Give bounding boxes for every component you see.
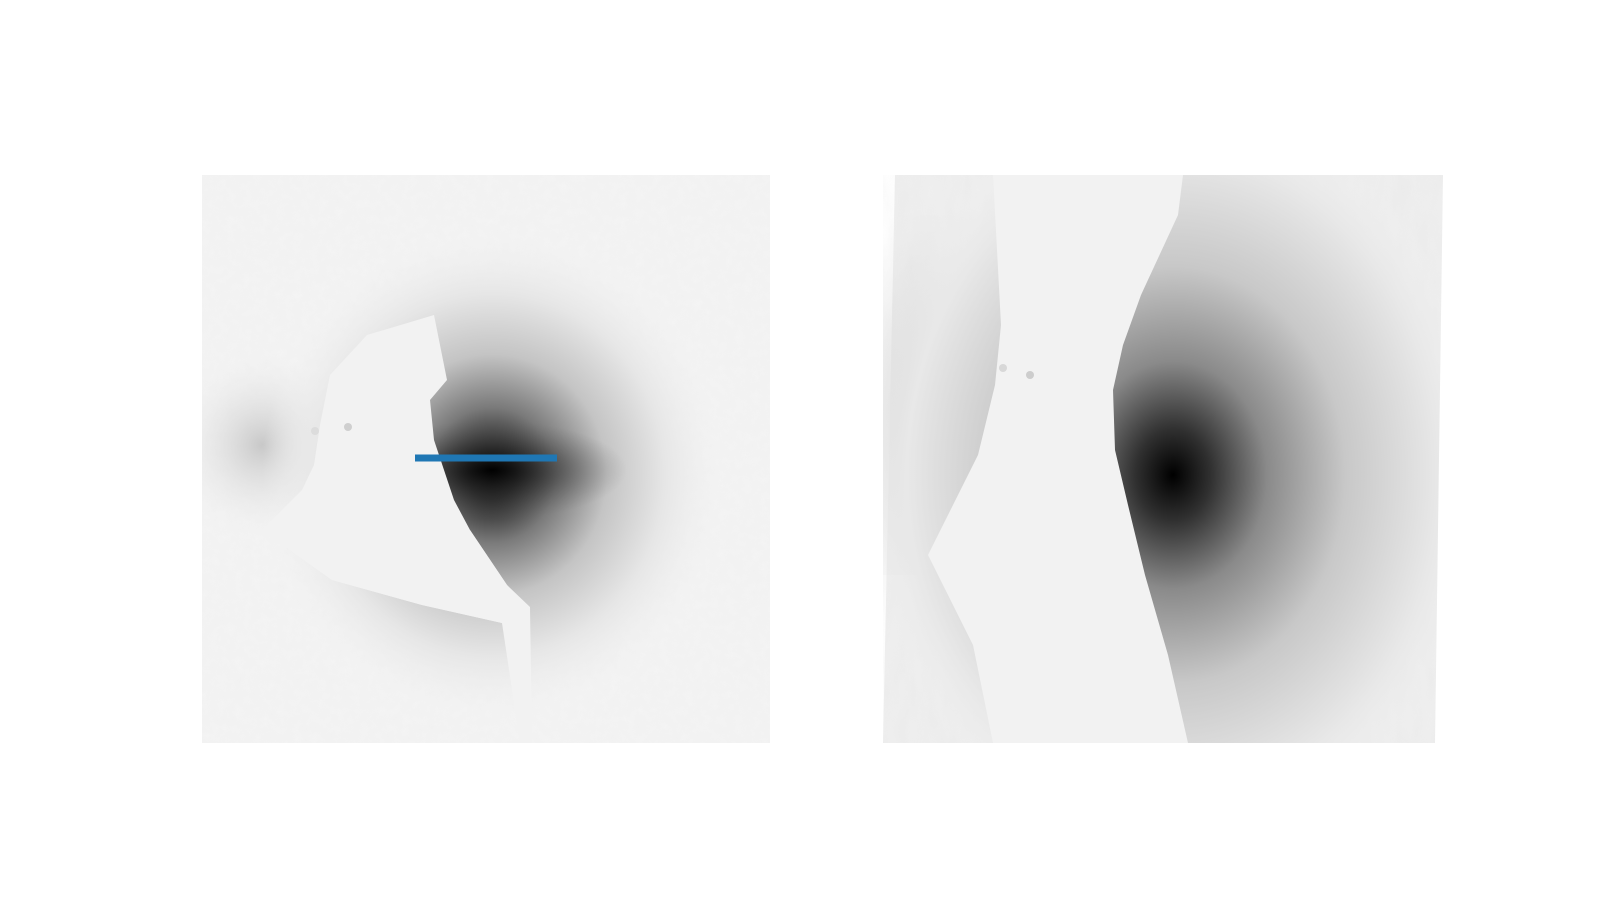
right-image-panel — [883, 175, 1453, 743]
right-image — [883, 175, 1453, 743]
left-image — [202, 175, 770, 743]
masked-region — [928, 175, 1188, 743]
left-image-panel — [202, 175, 770, 743]
